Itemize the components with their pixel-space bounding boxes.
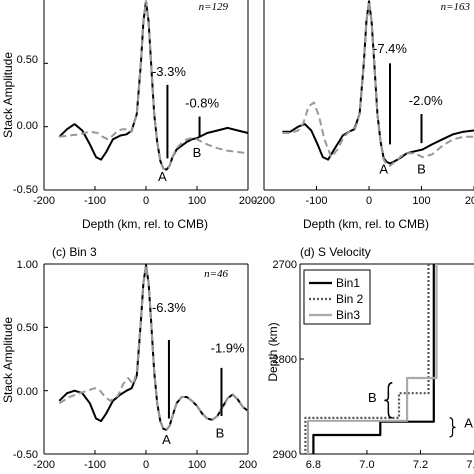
legend-label: Bin3 [336,308,360,322]
panel-title: (c) Bin 3 [52,245,97,259]
ytick-label: 0.50 [17,322,38,334]
panel-b: n=163 Depth (km, rel. to CMB) -200 -100 0 1… [253,0,474,231]
panel-title: (d) S Velocity [300,245,371,259]
ytick-label: 2900 [273,449,297,461]
series-line-1 [58,0,249,171]
annotation: B [216,426,225,441]
ytick-label: 0.00 [17,386,38,398]
n-label: n=129 [199,1,229,13]
xtick-label: -200 [253,195,275,207]
annotation: A [464,415,473,430]
legend-label: Bin1 [336,276,360,290]
xtick-label: -100 [84,195,106,207]
x-axis-label: Depth (km, rel. to CMB) [82,217,208,231]
annotation: -1.9% [211,341,245,356]
ytick-label: 2800 [273,354,297,366]
bracket-a [449,417,456,438]
xtick-label: 7.4 [466,459,474,471]
series-line-1 [282,0,474,165]
annotation: -7.4% [373,41,407,56]
panel-a: 0.50 0.00 -0.50 Stack Amplitude n=129 De… [1,0,257,231]
ytick-label: 0.00 [17,120,38,132]
series-line-2 [59,0,249,171]
xtick-label: 7.0 [359,459,374,471]
xtick-label: -200 [33,459,55,471]
annotation: -2.0% [409,93,443,108]
annotation: B [193,145,202,160]
ytick-label: -0.50 [13,184,38,196]
xtick-label: 100 [412,195,430,207]
xtick-label: -200 [33,195,55,207]
annotation: -3.3% [152,64,186,79]
annotation: A [379,162,388,177]
ytick-label: 2700 [273,259,297,271]
annotation: A [158,169,167,184]
xtick-label: 0 [366,195,372,207]
series-line-1 [312,264,435,454]
xtick-label: 0 [143,459,149,471]
x-axis-label: Depth (km, rel. to CMB) [303,217,429,231]
xtick-label: -100 [84,459,106,471]
n-label: n=163 [441,1,471,13]
annotation: A [162,432,171,447]
bracket-b [384,382,393,419]
annotation: B [417,162,426,177]
annotation: -6.3% [152,300,186,315]
xtick-label: 6.8 [306,459,321,471]
series-line-2 [282,0,474,167]
y-axis-label: Stack Amplitude [1,52,15,138]
y-axis-label: Depth (km) [266,322,280,381]
legend-label: Bin 2 [336,292,364,306]
xtick-label: 0 [143,195,149,207]
annotation: B [368,390,377,405]
xtick-label: 7.2 [413,459,428,471]
y-axis-label: Stack Amplitude [1,317,15,403]
xtick-label: 100 [188,195,206,207]
xtick-label: 200 [465,195,474,207]
xtick-label: 200 [239,195,257,207]
n-label: n=46 [204,268,228,280]
ytick-label: -0.50 [13,449,38,461]
annotation: -0.8% [185,96,219,111]
panel-c: (c) Bin 3 1.00 0.50 0.00 -0.50 Stack Amp… [1,245,257,471]
xtick-label: 100 [188,459,206,471]
xtick-label: 200 [239,459,257,471]
series-line-3 [306,264,438,454]
series-line-2 [58,264,249,431]
panel-d: (d) S Velocity Depth (km) 6.8 7.0 7.2 7.4 27… [266,245,474,471]
ytick-label: 1.00 [17,259,38,271]
ytick-label: 0.50 [17,54,38,66]
xtick-label: -100 [305,195,327,207]
